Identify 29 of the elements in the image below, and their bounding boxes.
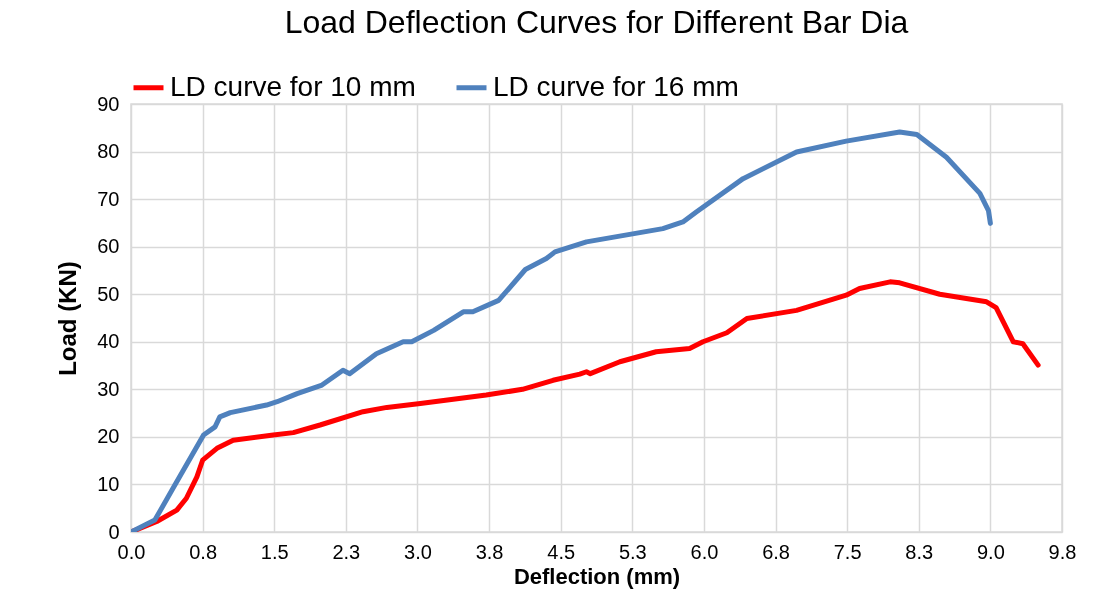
- y-tick-label: 20: [97, 425, 120, 448]
- x-tick-label: 0.8: [189, 540, 218, 563]
- y-tick-label: 80: [97, 140, 120, 163]
- y-axis-title: Load (KN): [54, 261, 82, 376]
- y-tick-label: 90: [97, 92, 120, 115]
- chart-title: Load Deflection Curves for Different Bar Dia: [284, 4, 909, 40]
- y-tick-label: 70: [97, 187, 120, 210]
- x-tick-label: 7.5: [833, 540, 862, 563]
- y-tick-label: 10: [97, 472, 120, 495]
- x-tick-label: 9.0: [976, 540, 1005, 563]
- x-tick-label: 1.5: [260, 540, 289, 563]
- x-tick-label: 5.3: [618, 540, 647, 563]
- x-tick-label: 0.0: [117, 540, 146, 563]
- y-tick-label: 50: [97, 282, 120, 305]
- x-tick-label: 6.0: [690, 540, 719, 563]
- y-tick-label: 30: [97, 377, 120, 400]
- x-tick-label: 8.3: [905, 540, 934, 563]
- legend-label: LD curve for 16 mm: [493, 70, 739, 102]
- x-tick-label: 3.8: [475, 540, 504, 563]
- x-tick-label: 2.3: [332, 540, 361, 563]
- x-tick-label: 4.5: [547, 540, 576, 563]
- y-tick-label: 60: [97, 235, 120, 258]
- x-axis-title: Deflection (mm): [513, 563, 681, 589]
- legend-label: LD curve for 10 mm: [170, 70, 416, 102]
- x-tick-label: 6.8: [762, 540, 790, 563]
- y-tick-label: 40: [97, 330, 120, 353]
- x-tick-label: 9.8: [1048, 540, 1077, 563]
- x-tick-label: 3.0: [404, 540, 432, 563]
- y-tick-label: 0: [108, 520, 120, 543]
